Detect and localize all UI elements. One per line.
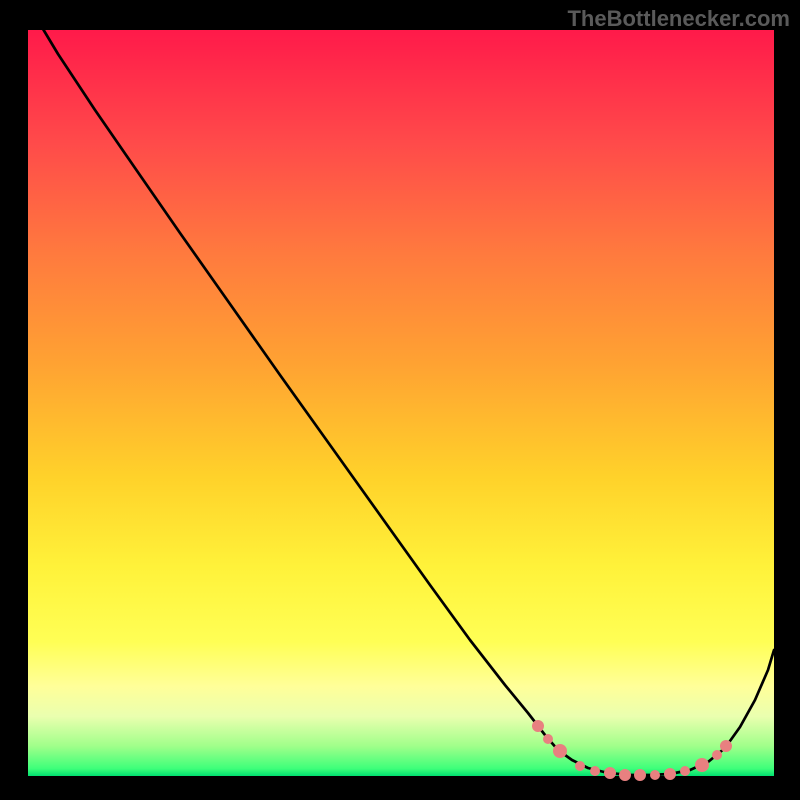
data-marker <box>604 767 616 779</box>
data-marker <box>650 770 660 780</box>
data-marker <box>575 761 585 771</box>
plot-background <box>28 30 774 776</box>
bottleneck-chart <box>0 0 800 800</box>
data-marker <box>712 750 722 760</box>
data-marker <box>634 769 646 781</box>
data-marker <box>664 768 676 780</box>
data-marker <box>680 766 690 776</box>
watermark-text: TheBottlenecker.com <box>567 6 790 32</box>
data-marker <box>532 720 544 732</box>
chart-container: TheBottlenecker.com <box>0 0 800 800</box>
data-marker <box>553 744 567 758</box>
data-marker <box>543 734 553 744</box>
data-marker <box>695 758 709 772</box>
data-marker <box>720 740 732 752</box>
data-marker <box>619 769 631 781</box>
data-marker <box>590 766 600 776</box>
